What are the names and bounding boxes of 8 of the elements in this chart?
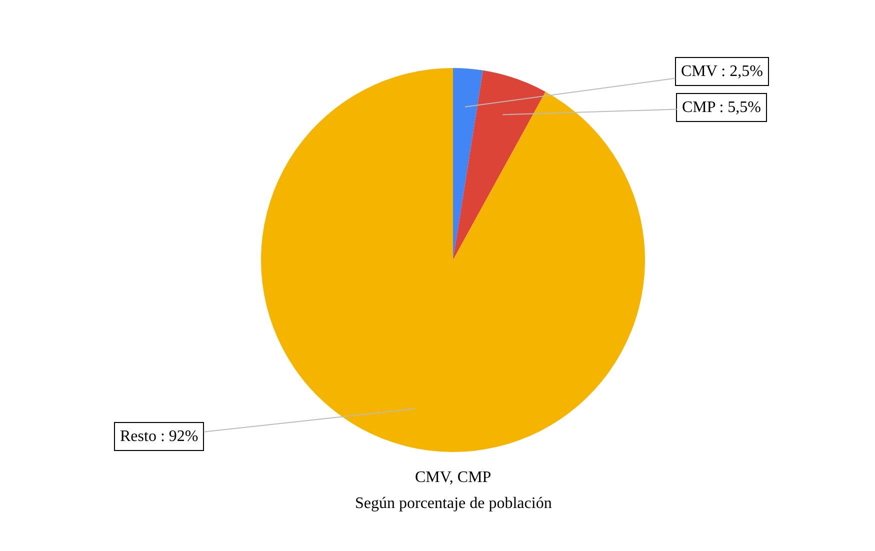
pie-slice <box>453 70 546 260</box>
pie-slice <box>453 68 484 260</box>
text: CMV, CMP <box>415 469 492 486</box>
pie-slice <box>261 68 645 452</box>
text: Según porcentaje de población <box>355 495 552 512</box>
slice-label: CMP : 5,5% <box>682 99 761 116</box>
slice-label: Resto : 92% <box>120 428 198 445</box>
slice-label: CMV : 2,5% <box>681 63 763 80</box>
